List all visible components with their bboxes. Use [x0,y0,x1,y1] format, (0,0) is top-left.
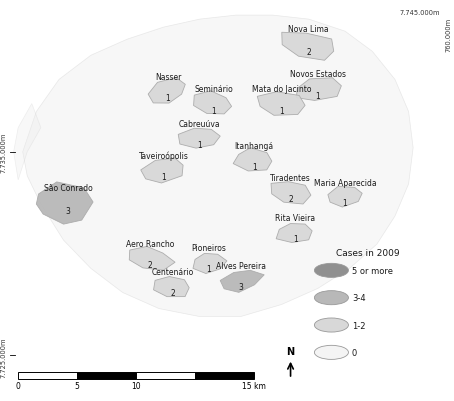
Text: Mata do Jacinto: Mata do Jacinto [252,85,311,94]
Text: 1-2: 1-2 [352,321,365,330]
Text: 1: 1 [316,92,320,101]
Bar [18,372,77,379]
Text: 15 km: 15 km [242,381,266,390]
Text: Itanhangá: Itanhangá [235,142,274,150]
Text: 2: 2 [288,194,293,203]
Polygon shape [23,16,413,317]
Text: 5: 5 [75,381,79,390]
Bar [77,372,136,379]
Text: Cases in 2009: Cases in 2009 [336,249,400,257]
Text: 2: 2 [170,289,175,298]
Ellipse shape [315,291,349,305]
Text: 1: 1 [207,265,211,273]
Polygon shape [178,129,220,149]
Text: Centenário: Centenário [151,268,194,277]
Text: 1: 1 [161,172,166,181]
Text: Novos Estados: Novos Estados [290,70,346,79]
Text: 1: 1 [343,198,347,207]
Text: 3-4: 3-4 [352,294,365,302]
Text: 7.725.000m: 7.725.000m [1,337,7,377]
Polygon shape [129,247,175,271]
Text: São Conrado: São Conrado [44,184,93,192]
Text: 3: 3 [238,283,243,292]
Text: 7.735.000m: 7.735.000m [1,132,7,172]
Text: 2: 2 [306,48,311,57]
Text: 1: 1 [211,106,216,115]
Polygon shape [282,33,334,61]
Text: Aero Rancho: Aero Rancho [126,240,174,249]
Polygon shape [148,78,185,104]
Polygon shape [276,224,312,243]
Text: 1: 1 [293,235,297,243]
Text: N: N [286,346,295,356]
Polygon shape [36,182,93,225]
Text: 1: 1 [166,94,170,103]
Polygon shape [233,148,272,172]
Ellipse shape [315,264,349,277]
Text: 1: 1 [197,140,202,149]
Text: Tiradentes: Tiradentes [270,174,311,182]
Text: Seminário: Seminário [194,85,233,94]
Text: 3: 3 [66,207,70,215]
Polygon shape [271,182,311,205]
Text: 760.000m: 760.000m [446,18,452,52]
Polygon shape [141,158,183,184]
Polygon shape [296,79,341,101]
Text: Nova Lima: Nova Lima [288,25,329,34]
Text: Nasser: Nasser [155,73,181,82]
Text: 10: 10 [131,381,141,390]
Text: Pioneiros: Pioneiros [192,244,226,253]
Text: Alves Pereira: Alves Pereira [216,262,266,271]
Bar [136,372,195,379]
Text: 2: 2 [148,261,152,269]
Polygon shape [14,104,41,180]
Ellipse shape [315,345,349,359]
Polygon shape [220,271,264,293]
Bar [195,372,254,379]
Polygon shape [193,254,227,274]
Text: Cabreuúva: Cabreuúva [179,119,221,128]
Ellipse shape [315,318,349,332]
Text: Maria Aparecida: Maria Aparecida [314,179,376,188]
Polygon shape [193,91,232,115]
Text: 7.745.000m: 7.745.000m [400,10,440,16]
Text: 5 or more: 5 or more [352,266,393,275]
Polygon shape [257,93,305,116]
Text: 0: 0 [352,348,357,357]
Polygon shape [153,277,189,297]
Text: Taveiroópolis: Taveiroópolis [138,151,188,160]
Text: 0: 0 [16,381,20,390]
Text: 1: 1 [252,162,257,171]
Text: Rita Vieira: Rita Vieira [275,214,315,223]
Polygon shape [328,187,362,208]
Text: 1: 1 [279,106,284,115]
